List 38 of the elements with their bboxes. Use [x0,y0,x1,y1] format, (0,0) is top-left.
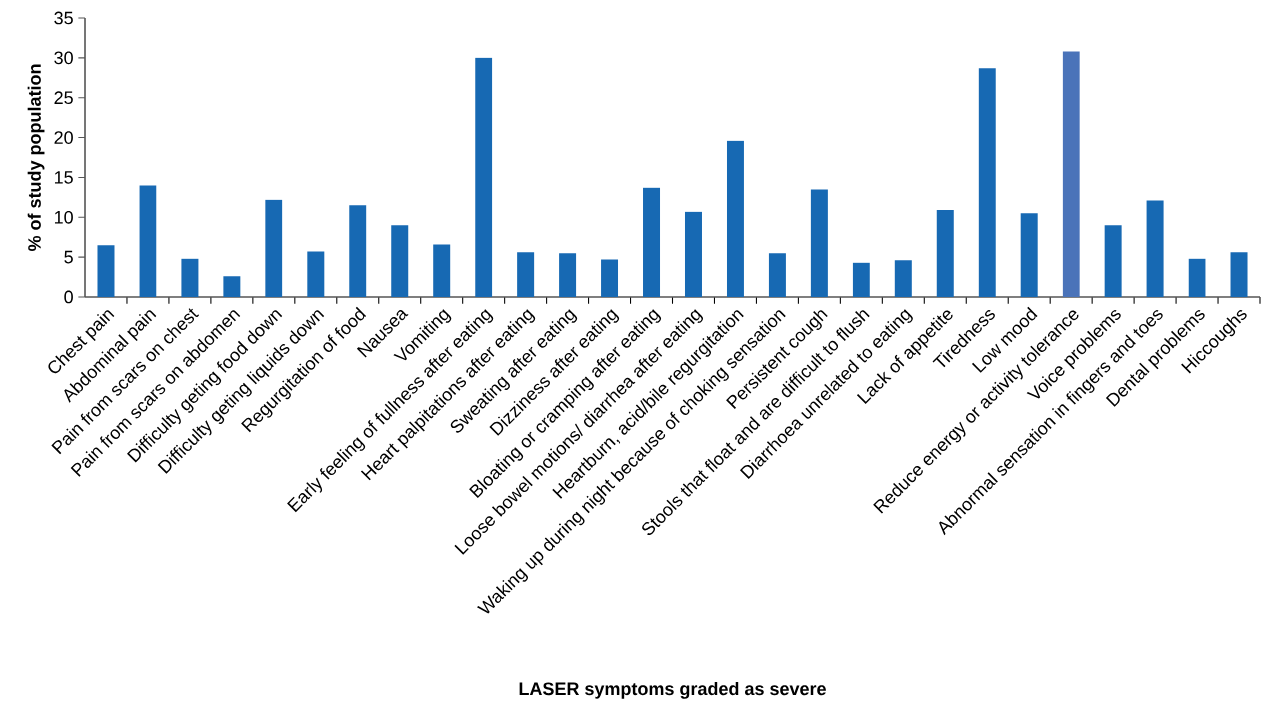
y-tick-label: 35 [54,11,73,25]
y-tick-label: 15 [54,171,73,184]
bar [97,245,115,297]
x-axis-title: LASER symptoms graded as severe [519,681,826,699]
bar [1104,225,1122,297]
bar [475,57,493,297]
bar [265,199,283,297]
bar [852,262,870,297]
bar [768,253,786,297]
bar [433,244,451,297]
y-tick-label: 0 [64,290,73,304]
y-tick-label: 5 [64,250,73,264]
bar [643,187,661,297]
y-tick-label: 20 [54,131,73,144]
bar [1020,213,1038,297]
bar [181,258,199,297]
y-tick-label: 10 [54,210,73,224]
bar [601,259,619,297]
bar [1146,200,1164,297]
bar [349,205,367,297]
bar [894,260,912,297]
bar [223,276,241,297]
bar [1188,258,1206,297]
bar [139,185,157,297]
bar [391,225,409,297]
bar [517,252,535,297]
bar [559,253,577,297]
bar [936,210,954,297]
bar [726,140,744,297]
y-tick-label: 25 [54,91,73,105]
bar [684,211,702,297]
bar [1230,252,1248,297]
y-axis-title: % of study population [27,64,45,252]
y-tick-label: 30 [54,51,73,65]
bar [810,189,828,297]
bar [307,251,325,297]
bar [1062,51,1080,297]
bar [978,68,996,297]
